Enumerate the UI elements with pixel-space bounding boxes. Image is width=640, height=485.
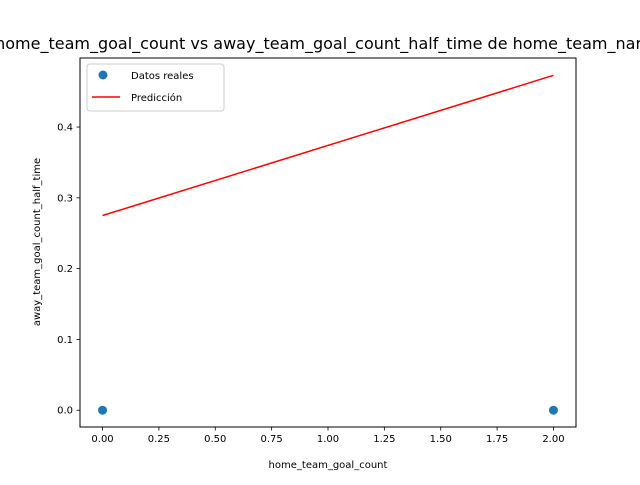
- scatter-point: [548, 405, 558, 415]
- x-tick-label: 0.25: [148, 434, 170, 445]
- legend-label-prediccion: Predicción: [131, 92, 182, 104]
- scatter-point: [98, 405, 108, 415]
- prediction-line: [102, 74, 554, 217]
- x-tick-label: 0.00: [91, 434, 113, 445]
- x-tick-label: 1.25: [373, 434, 395, 445]
- y-axis-label: away_team_goal_count_half_time: [32, 158, 43, 326]
- x-axis-label: home_team_goal_count: [269, 460, 388, 471]
- x-tick-label: 1.50: [430, 434, 452, 445]
- x-tick-label: 1.00: [317, 434, 339, 445]
- legend: Datos reales Predicción: [86, 63, 225, 112]
- legend-label-datos-reales: Datos reales: [131, 71, 194, 82]
- y-tick-label: 0.3: [57, 193, 73, 204]
- series-layer: [98, 74, 558, 415]
- legend-marker-datos-reales: [98, 70, 108, 80]
- x-tick-label: 0.75: [261, 434, 283, 445]
- y-tick-label: 0.1: [57, 335, 73, 346]
- y-tick-label: 0.4: [57, 123, 73, 134]
- x-tick-label: 1.75: [486, 434, 508, 445]
- y-tick-label: 0.0: [57, 406, 73, 417]
- x-tick-label: 2.00: [542, 434, 564, 445]
- x-axis-ticks: 0.00 0.25 0.50 0.75 1.00 1.25 1.50 1.75 2.00: [91, 427, 565, 445]
- x-tick-label: 0.50: [204, 434, 226, 445]
- y-tick-label: 0.2: [57, 264, 73, 275]
- legend-box: [86, 63, 225, 112]
- chart-title: home_team_goal_count vs away_team_goal_c…: [0, 34, 640, 54]
- y-axis-ticks: 0.0 0.1 0.2 0.3 0.4: [57, 123, 80, 417]
